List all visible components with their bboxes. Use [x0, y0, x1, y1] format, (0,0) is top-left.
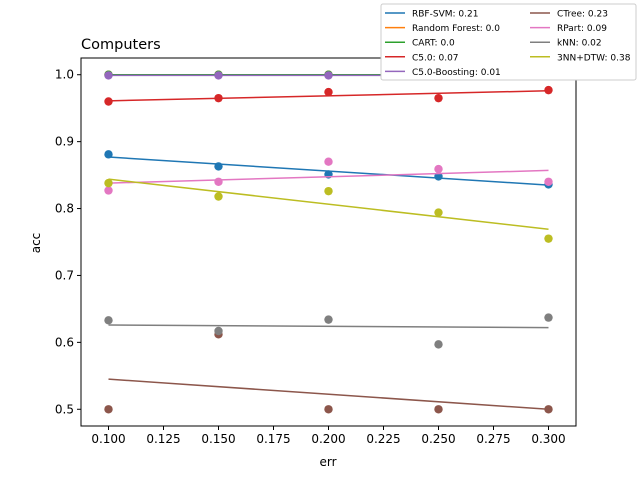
legend-item: RBF-SVM: 0.21	[385, 10, 478, 20]
y-axis-label: acc	[29, 233, 43, 254]
x-tick-label: 0.175	[256, 432, 290, 446]
x-axis-label: err	[319, 455, 336, 469]
series-8	[104, 178, 553, 243]
x-tick-label: 0.150	[201, 432, 235, 446]
x-tick-label: 0.125	[146, 432, 180, 446]
y-tick-label: 0.5	[55, 402, 74, 416]
data-point	[104, 150, 113, 159]
data-point	[544, 405, 553, 414]
x-tick-label: 0.225	[366, 432, 400, 446]
y-tick-label: 0.7	[55, 268, 74, 282]
data-point	[214, 326, 223, 336]
chart-title: Computers	[81, 37, 161, 53]
legend-item: C5.0: 0.07	[385, 53, 459, 63]
data-point	[324, 71, 333, 80]
data-point	[544, 313, 553, 322]
series-7	[104, 313, 553, 349]
legend-label: C5.0-Boosting: 0.01	[412, 68, 501, 78]
data-point	[544, 177, 553, 186]
y-tick-label: 1.0	[55, 68, 74, 82]
data-point	[324, 157, 333, 166]
data-point	[324, 405, 333, 414]
legend-label: 3NN+DTW: 0.38	[557, 53, 631, 63]
legend-item: CART: 0.0	[385, 39, 455, 49]
x-tick-label: 0.100	[91, 432, 125, 446]
data-point	[544, 234, 553, 243]
fit-line	[108, 178, 549, 231]
series-5	[104, 330, 553, 414]
legend-label: Random Forest: 0.0	[412, 24, 500, 34]
data-point	[104, 97, 113, 106]
legend-label: CART: 0.0	[412, 39, 455, 49]
data-point	[104, 316, 113, 325]
data-point	[324, 87, 333, 97]
legend-item: 3NN+DTW: 0.38	[530, 53, 631, 63]
legend-label: kNN: 0.02	[557, 39, 602, 49]
data-point	[324, 315, 333, 324]
data-point	[434, 93, 443, 103]
series-3	[104, 85, 553, 106]
y-tick-label: 0.6	[55, 335, 74, 349]
data-point	[434, 405, 443, 414]
fit-line	[108, 169, 549, 184]
legend-item: CTree: 0.23	[530, 10, 608, 20]
data-point	[104, 178, 113, 188]
legend-label: RPart: 0.09	[557, 24, 607, 34]
legend-item: Random Forest: 0.0	[385, 24, 500, 34]
legend-label: RBF-SVM: 0.21	[412, 10, 478, 20]
plot-layer: 0.100 0.125 0.150 0.175 0.200 0.225 0.250 0.275…	[55, 57, 577, 446]
legend-item: kNN: 0.02	[530, 39, 602, 49]
series-0	[104, 150, 553, 189]
data-point	[214, 177, 223, 186]
data-point	[434, 208, 443, 217]
data-point	[214, 162, 223, 171]
fit-line	[108, 324, 549, 329]
y-tick-label: 0.8	[55, 202, 74, 216]
fit-line	[108, 378, 549, 411]
plot-frame	[80, 57, 577, 427]
y-tick-label: 0.9	[55, 135, 74, 149]
data-point	[324, 186, 333, 196]
data-point	[104, 405, 113, 414]
x-tick-label: 0.275	[476, 432, 510, 446]
data-point	[214, 71, 223, 80]
legend: RBF-SVM: 0.21 Random Forest: 0.0 CART: 0.0…	[380, 3, 637, 81]
x-tick-label: 0.300	[531, 432, 565, 446]
data-point	[104, 186, 113, 195]
legend-label: CTree: 0.23	[557, 10, 608, 20]
series-6	[104, 157, 553, 195]
legend-item: RPart: 0.09	[530, 24, 607, 34]
x-tick-label: 0.250	[421, 432, 455, 446]
legend-item: C5.0-Boosting: 0.01	[385, 68, 501, 78]
data-point	[214, 93, 223, 103]
data-point	[214, 192, 223, 201]
data-point	[434, 340, 443, 349]
legend-box	[380, 3, 637, 81]
data-point	[434, 164, 443, 174]
data-point	[104, 71, 113, 80]
data-point	[544, 85, 553, 95]
legend-label: C5.0: 0.07	[412, 53, 459, 63]
x-tick-label: 0.200	[311, 432, 345, 446]
